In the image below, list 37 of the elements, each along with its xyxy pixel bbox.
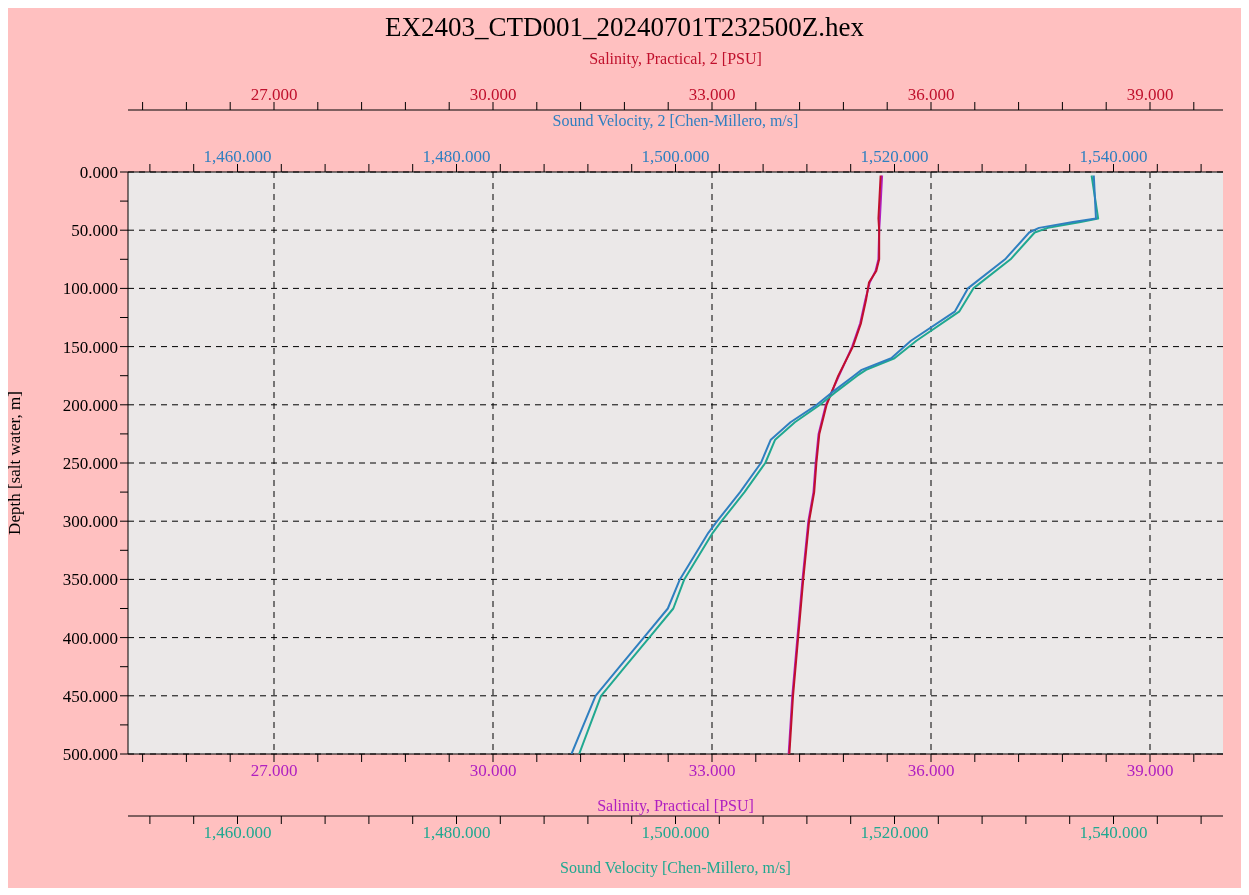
text: 1,540.000 — [1079, 147, 1148, 166]
y-tick-label: 200.000 — [62, 395, 118, 415]
y-tick-label: 250.000 — [62, 454, 118, 474]
text: 1,480.000 — [422, 147, 491, 166]
x-axis-title: Salinity, Practical [PSU] — [597, 797, 754, 815]
y-tick-label: 400.000 — [62, 628, 118, 648]
y-tick-label: 450.000 — [62, 686, 118, 706]
x2-tick-label: 1,540.000 — [1079, 823, 1148, 843]
y-tick-label: 300.000 — [62, 512, 118, 532]
y-axis-title: Depth [salt water, m] — [5, 391, 25, 535]
chart-title: EX2403_CTD001_20240701T232500Z.hex — [383, 11, 866, 44]
y-tick-label: 0.000 — [79, 163, 118, 183]
y-tick-label: 350.000 — [62, 570, 118, 590]
text: Sound Velocity [Chen-Millero, m/s] — [560, 859, 791, 877]
x-tick-label: 27.000 — [250, 761, 298, 781]
x2-tick-label: 1,460.000 — [203, 823, 272, 843]
x-tick-label: 36.000 — [907, 761, 955, 781]
text: 1,500.000 — [641, 147, 710, 166]
text: 1,520.000 — [860, 147, 929, 166]
text: 27.000 — [250, 85, 298, 104]
text: 36.000 — [907, 85, 955, 104]
y-tick-label: 50.000 — [71, 221, 118, 241]
text: 39.000 — [1126, 85, 1174, 104]
x2-axis-title: Sound Velocity, 2 [Chen-Millero, m/s] — [552, 112, 799, 131]
text: 1,460.000 — [203, 147, 272, 166]
x-tick-label: 33.000 — [688, 761, 736, 781]
x2-tick-label: 1,500.000 — [641, 823, 710, 843]
x-tick-label: 30.000 — [469, 761, 517, 781]
text: Salinity, Practical, 2 [PSU] — [589, 50, 762, 69]
x-tick-label: 39.000 — [1126, 761, 1174, 781]
x2-tick-label: 1,480.000 — [422, 823, 491, 843]
text: 33.000 — [688, 85, 736, 104]
x2-tick-label: 1,520.000 — [860, 823, 929, 843]
y-tick-label: 150.000 — [62, 337, 118, 357]
text: 30.000 — [469, 85, 517, 104]
y-tick-label: 100.000 — [62, 279, 118, 299]
y-tick-label: 500.000 — [62, 745, 118, 765]
